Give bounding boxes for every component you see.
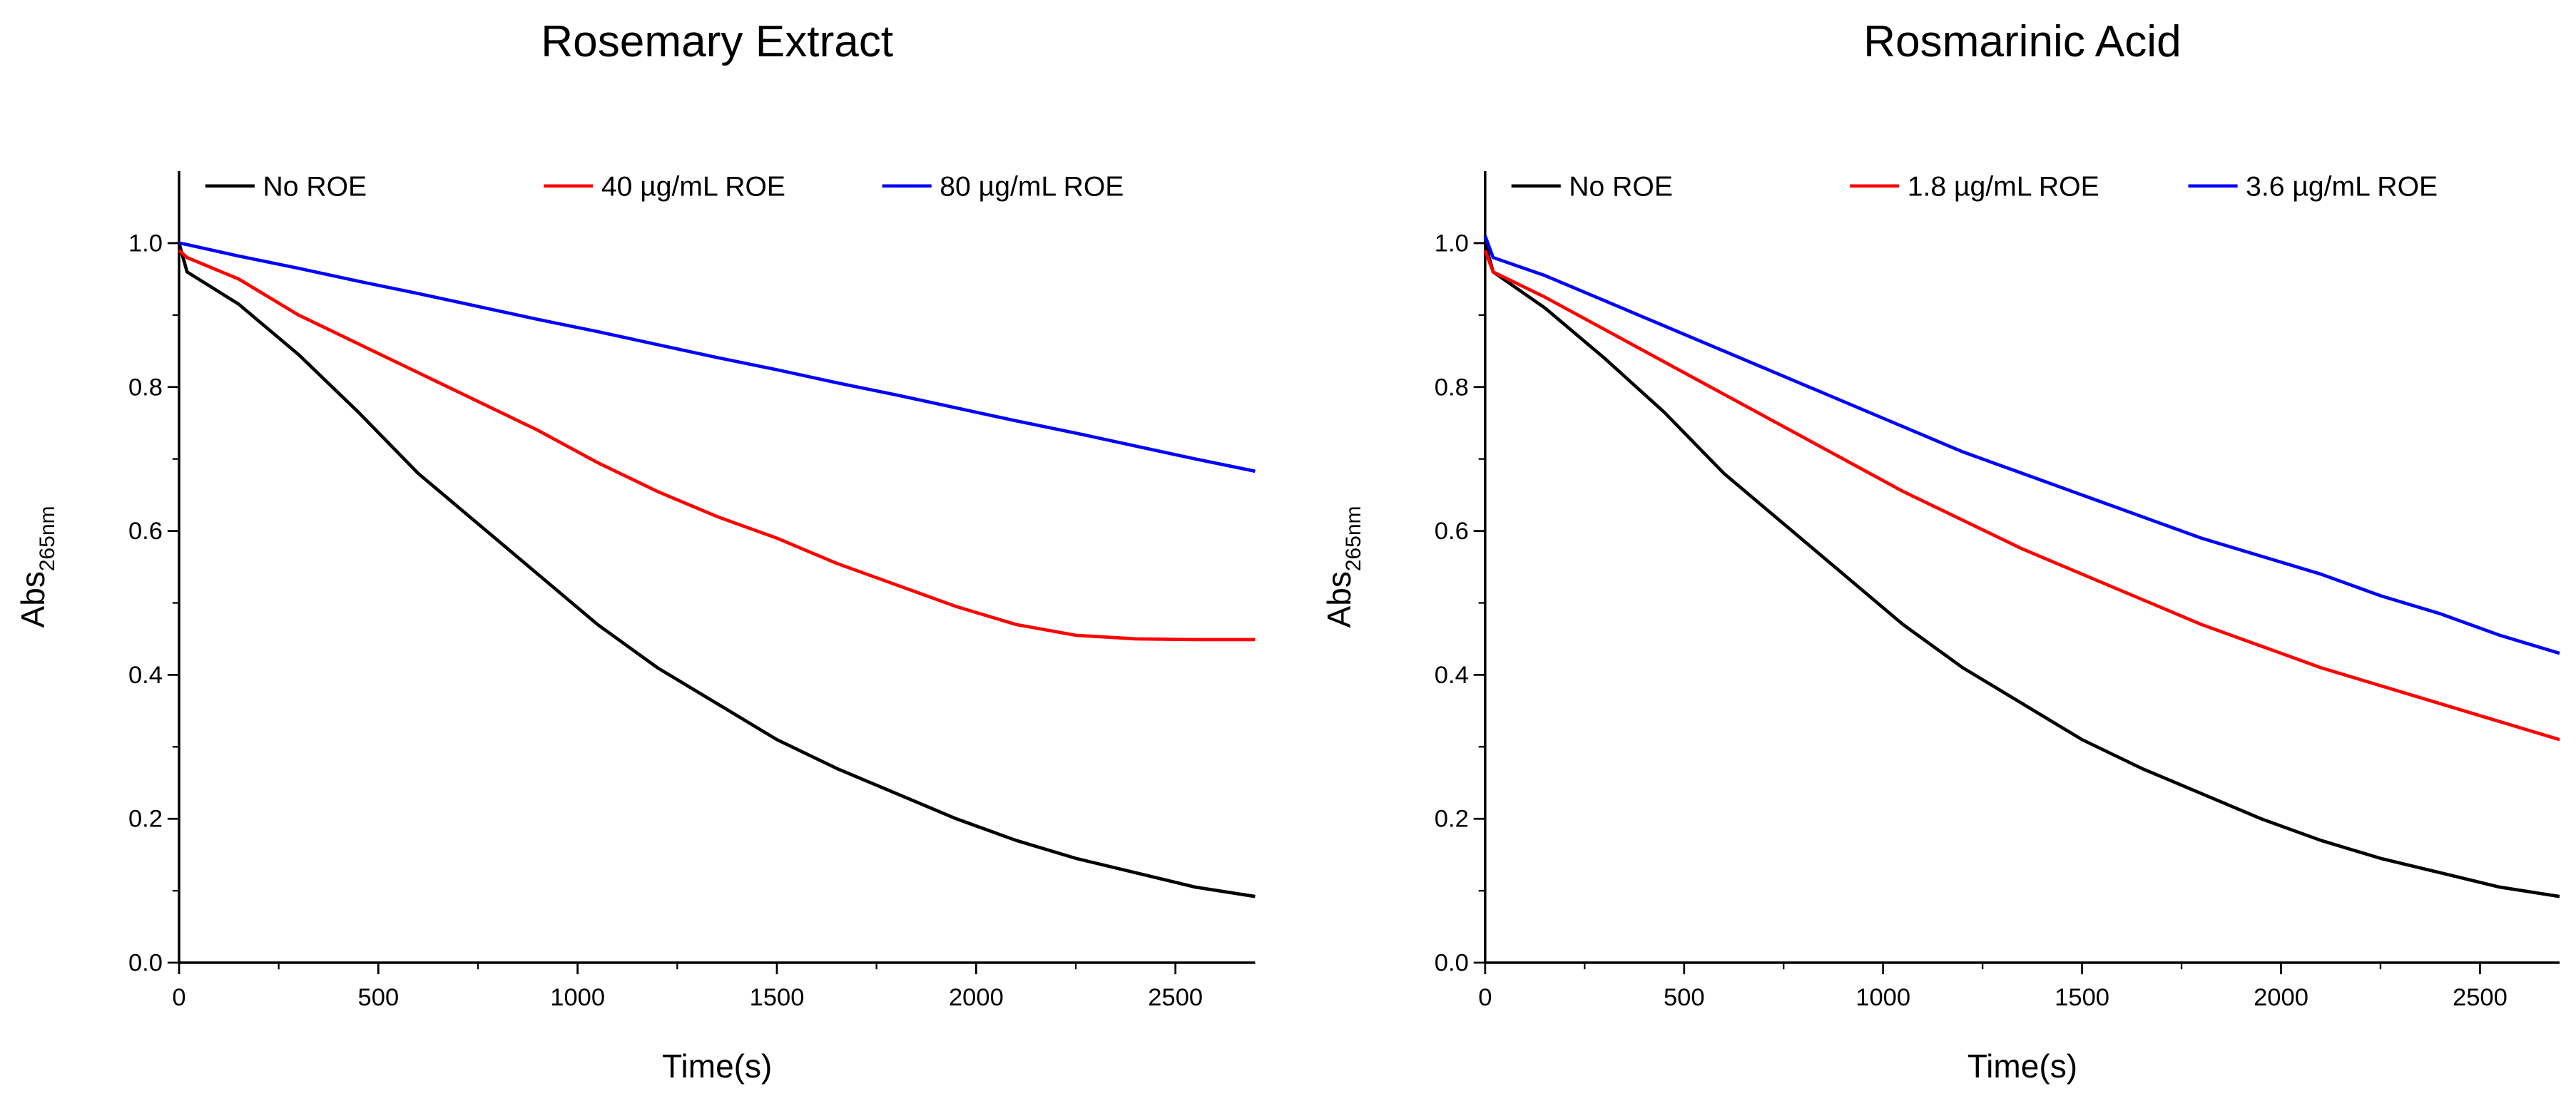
data-line <box>177 242 1256 898</box>
y-axis-label: Abs265nm <box>14 506 59 628</box>
y-tick-label: 0.2 <box>1435 806 1469 833</box>
x-tick-label: 0 <box>172 984 185 1011</box>
legend-label: 1.8 µg/mL ROE <box>1908 172 2099 203</box>
x-axis-label: Time(s) <box>662 1048 772 1085</box>
legend-label: No ROE <box>1569 172 1673 203</box>
x-tick-label: 2000 <box>949 984 1004 1011</box>
x-axis-label: Time(s) <box>1967 1048 2077 1085</box>
chart-title: Rosmarinic Acid <box>1863 17 2182 66</box>
chart: Rosmarinic Acid Time(s) Abs265nm 0 500 1000 15… <box>1320 17 2560 1085</box>
y-tick-label: 0.2 <box>128 806 163 833</box>
y-tick-label: 0.6 <box>128 518 163 545</box>
y-tick-label: 0.0 <box>128 950 163 977</box>
data-line <box>1483 250 2560 742</box>
y-tick-label: 0.6 <box>1435 518 1469 545</box>
y-axis-label-main: Abs <box>1320 571 1358 628</box>
data-line <box>1483 235 2560 655</box>
y-tick-label: 0.4 <box>1435 662 1469 689</box>
chart: Rosemary Extract Time(s) Abs265nm 0 500 1000 1… <box>14 17 1256 1085</box>
x-tick-label: 2500 <box>2453 984 2508 1011</box>
legend-label: 3.6 µg/mL ROE <box>2246 172 2438 203</box>
x-tick-label: 1000 <box>1855 984 1910 1011</box>
data-line <box>1483 242 2560 898</box>
x-tick-label: 1000 <box>550 984 605 1011</box>
y-tick-label: 0.4 <box>128 662 163 689</box>
legend-label: 80 µg/mL ROE <box>940 172 1124 203</box>
x-tick-label: 1500 <box>2055 984 2109 1011</box>
legend-label: 40 µg/mL ROE <box>601 172 785 203</box>
y-tick-label: 0.8 <box>128 374 163 401</box>
y-tick-label: 1.0 <box>1435 230 1469 257</box>
y-axis-label: Abs265nm <box>1320 506 1365 628</box>
y-axis-label-sub: 265nm <box>1342 506 1365 571</box>
x-tick-label: 0 <box>1478 984 1492 1011</box>
x-tick-label: 500 <box>1664 984 1705 1011</box>
legend-label: No ROE <box>263 172 367 203</box>
data-line <box>178 241 1256 473</box>
x-tick-label: 2500 <box>1148 984 1203 1011</box>
y-tick-label: 0.0 <box>1435 950 1469 977</box>
data-line <box>178 249 1256 642</box>
y-tick-label: 1.0 <box>128 230 163 257</box>
x-tick-label: 1500 <box>750 984 805 1011</box>
y-axis-label-sub: 265nm <box>36 506 59 571</box>
x-tick-label: 2000 <box>2254 984 2308 1011</box>
y-axis-label-main: Abs <box>14 571 51 628</box>
x-tick-label: 500 <box>358 984 399 1011</box>
chart-title: Rosemary Extract <box>541 17 893 66</box>
y-tick-label: 0.8 <box>1435 374 1469 401</box>
